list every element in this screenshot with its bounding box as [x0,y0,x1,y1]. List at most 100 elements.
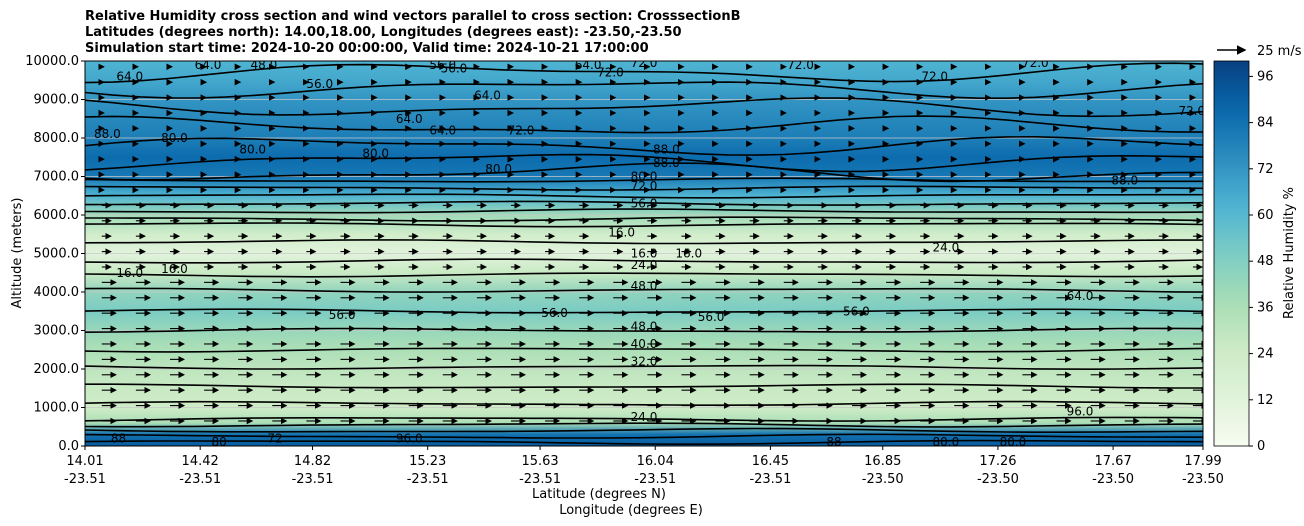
contour-label: 56.0 [843,304,870,318]
contour-label: 72.0 [787,58,814,72]
contour-label: 56.0 [306,77,333,91]
plot-area: 96.024.032.040.048.056.056.0 56.0 56.048.0… [85,56,1203,449]
x-axis-ticks: 14.01 -23.51 14.42 -23.51 14.82 -23.51 15.23 -2… [64,446,1224,487]
contour-label: 88.0 [94,127,121,141]
x-tick-lon: -23.50 [977,472,1019,487]
contour-label: 88 [111,431,126,445]
contour-label: 48.0 [631,320,658,334]
contour-label: 72.0 [631,179,658,193]
x-tick-lon: -23.51 [179,472,221,487]
contour-label: 16.0 [161,262,188,276]
contour-label: 64.0 [429,123,456,137]
y-tick-label: 1000.0 [34,401,80,416]
contour-label: 88.0 [653,156,680,170]
contour-label: 56.0 [698,310,725,324]
contour-label: 80.0 [933,435,960,449]
x-tick-lat: 15.63 [521,454,558,469]
x-tick-lat: 16.04 [637,454,674,469]
y-tick-label: 2000.0 [34,362,80,377]
contour-label: 88.0 [653,143,680,157]
x-axis-label-lat: Latitude (degrees N) [532,487,666,502]
y-tick-label: 9000.0 [34,93,80,108]
x-tick-lon: -23.50 [862,472,904,487]
contour-label: 80.0 [485,162,512,176]
contour-line [85,222,1203,228]
y-tick-label: 8000.0 [34,131,80,146]
x-tick-lon: -23.51 [749,472,791,487]
contour-label: 64.0 [474,89,501,103]
contour-label: 24.0 [631,410,658,424]
contour-label: 88 [826,435,841,449]
contour-line [85,433,1203,439]
contour-line [85,327,1203,333]
x-tick-lat: 17.67 [1095,454,1132,469]
contour-label: 88.0 [1111,173,1138,187]
contour-label: 40.0 [631,337,658,351]
contour-label: 80.0 [239,143,266,157]
contour-label: 96.0 [396,431,423,445]
contour-label: 80.0 [161,131,188,145]
x-tick-lat: 14.42 [182,454,219,469]
contour-label: 16.0 [675,247,702,261]
contour-label: 24.0 [933,241,960,255]
x-tick-lon: -23.51 [519,472,561,487]
y-tick-label: 4000.0 [34,285,80,300]
contour-label: 48.0 [631,279,658,293]
contour-line [85,416,1203,422]
contour-line [85,308,1203,314]
colorbar-tick-label: 60 [1257,208,1274,223]
contour-lines [85,62,1203,445]
contour-label: 16.0 [631,247,658,261]
contour-label: 56.0 [441,62,468,76]
contour-line [85,272,1203,278]
contour-label: 80.0 [1000,435,1027,449]
y-tick-label: 0.0 [58,439,79,454]
contour-line [85,347,1203,353]
contour-line [85,364,1203,371]
contour-line [85,193,1203,199]
colorbar-tick-label: 12 [1257,393,1274,408]
colorbar-label: Relative Humidity % [1282,187,1297,319]
contour-label: 72.0 [631,56,658,70]
colorbar-tick-label: 0 [1257,439,1265,454]
contour-line [85,239,1203,245]
x-tick-lat: 16.45 [752,454,789,469]
chart-title-line-1: Relative Humidity cross section and wind… [85,9,741,24]
contour-line [85,439,1203,445]
x-tick-lat: 17.26 [979,454,1016,469]
x-tick-lon: -23.51 [407,472,449,487]
contour-label: 80.0 [631,170,658,184]
colorbar-tick-label: 48 [1257,254,1274,269]
contour-line [85,177,1203,183]
contour-line [85,208,1203,214]
contour-label: 72.0 [508,123,535,137]
x-tick-lat: 14.01 [66,454,103,469]
contour-line [85,200,1203,206]
y-tick-label: 10000.0 [25,54,79,69]
contour-label: 72.0 [597,66,624,80]
x-tick-lon: -23.50 [1182,472,1224,487]
contour-line [85,287,1203,293]
colorbar-bar [1213,60,1250,447]
y-tick-label: 6000.0 [34,208,80,223]
y-tick-label: 5000.0 [34,247,80,262]
quiver-key: 25 m/s [1217,44,1302,59]
contour-labels: 96.024.032.040.048.056.056.0 56.0 56.048.0… [94,56,1203,449]
x-tick-lon: -23.51 [634,472,676,487]
x-tick-lon: -23.51 [292,472,334,487]
y-axis-label: Altitude (meters) [10,198,25,309]
colorbar-tick-label: 72 [1257,162,1274,177]
contour-label: 64.0 [575,58,602,72]
contour-label: 48.0 [251,58,278,72]
x-tick-lon: -23.51 [64,472,106,487]
colorbar: 0 12 24 36 48 60 72 84 96 Relative Humidity % [1213,60,1297,454]
contour-label: 64.0 [195,58,222,72]
contour-label: 80.0 [362,146,389,160]
contour-label: 24.0 [631,258,658,272]
chart-title-line-3: Simulation start time: 2024-10-20 00:00:… [85,41,649,56]
contour-label: 16.0 [608,225,635,239]
y-tick-label: 7000.0 [34,170,80,185]
x-tick-lon: -23.50 [1092,472,1134,487]
y-tick-label: 3000.0 [34,324,80,339]
